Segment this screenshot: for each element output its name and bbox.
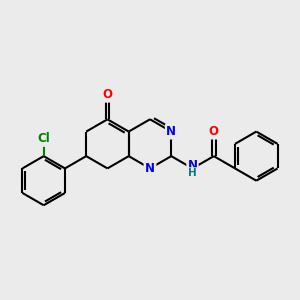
Text: Cl: Cl — [37, 133, 50, 146]
Text: O: O — [209, 125, 219, 138]
Text: O: O — [103, 88, 112, 101]
Text: H: H — [188, 168, 197, 178]
Text: N: N — [145, 162, 155, 175]
Text: N: N — [166, 125, 176, 138]
Text: N: N — [188, 159, 197, 172]
